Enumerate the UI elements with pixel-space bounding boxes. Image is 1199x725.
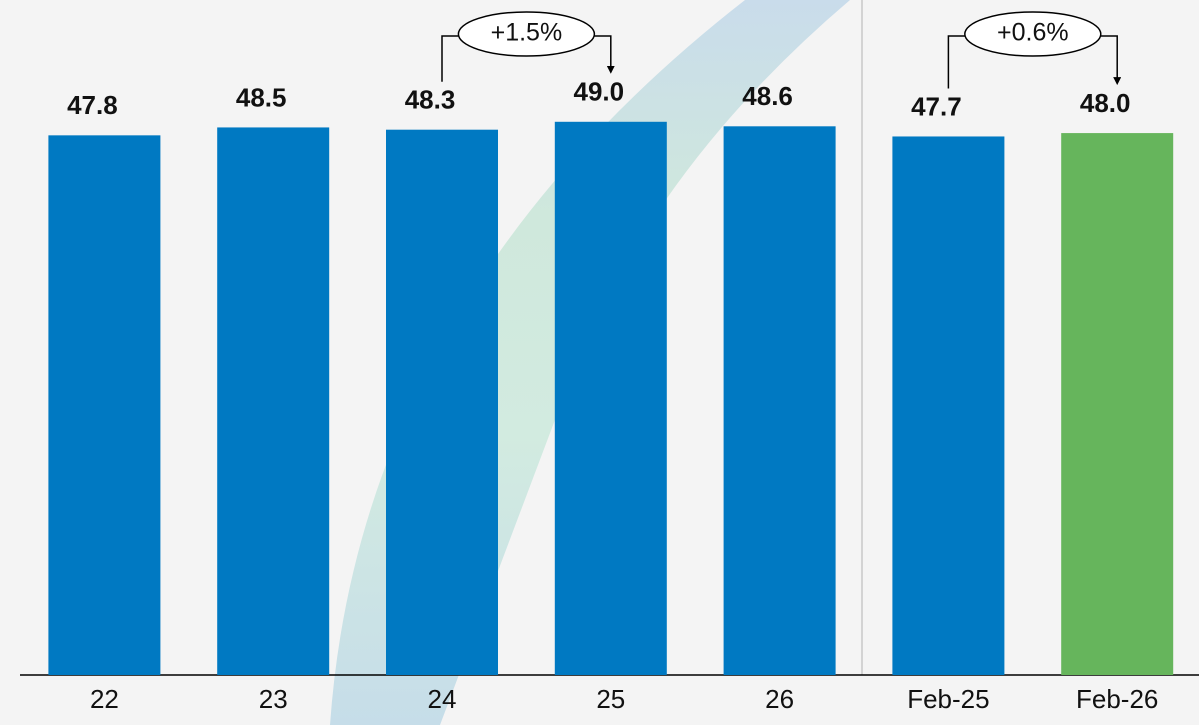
- x-tick-label: 24: [428, 684, 457, 714]
- bar: [48, 135, 161, 675]
- annotation-text: +1.5%: [491, 19, 563, 47]
- value-label: 48.3: [405, 85, 456, 115]
- annotation-bubble: [964, 11, 1102, 57]
- x-tick-label: 22: [90, 684, 119, 714]
- x-tick-label: 26: [765, 684, 794, 714]
- bar: [723, 126, 836, 675]
- bar: [1061, 133, 1174, 675]
- value-label: 48.6: [742, 81, 793, 111]
- value-label: 47.7: [911, 91, 962, 121]
- x-tick-label: 23: [259, 684, 288, 714]
- value-label: 48.5: [236, 82, 287, 112]
- x-tick-label: Feb-26: [1076, 684, 1158, 714]
- annotation-bubble: [457, 11, 596, 57]
- x-tick-label: Feb-25: [907, 684, 989, 714]
- value-label: 49.0: [573, 77, 624, 107]
- bar: [892, 136, 1005, 676]
- value-label: 47.8: [67, 90, 118, 120]
- bar: [217, 127, 330, 675]
- x-tick-label: 25: [596, 684, 625, 714]
- value-label: 48.0: [1080, 88, 1131, 118]
- bar: [386, 129, 498, 675]
- bar: [554, 121, 667, 676]
- annotation-text: +0.6%: [997, 19, 1069, 47]
